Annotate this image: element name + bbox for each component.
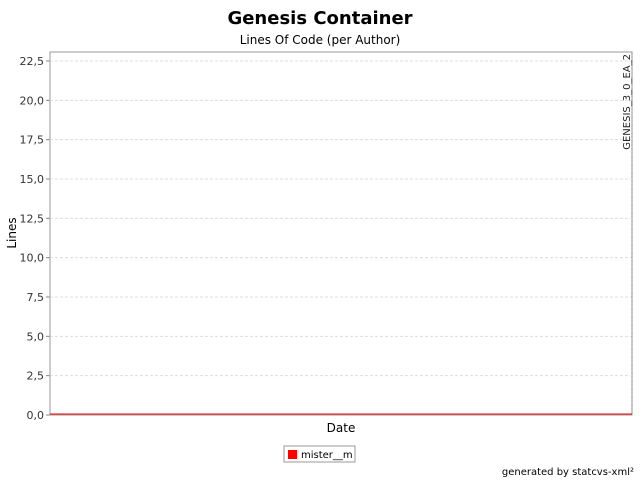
y-tick-label: 22,5 [20,55,45,68]
chart-title: Genesis Container [227,8,412,29]
legend-box [283,445,356,463]
legend-label-mister-m: mister__m [301,450,353,461]
y-axis-ticks: 0,0 2,5 5,0 7,5 10,0 12,5 15,0 17,5 20,0 22,5 [20,55,50,422]
plot-area [49,51,633,416]
marker-label-genesis: GENESIS_3_0_EA_2 [622,54,633,150]
y-tick-label: 7,5 [27,291,45,304]
y-tick-label: 20,0 [20,94,45,107]
footer-generated-by: generated by statcvs-xml² [502,467,634,478]
grid-lines [50,60,632,377]
chart-subtitle: Lines Of Code (per Author) [240,33,401,47]
y-tick-label: 15,0 [20,173,45,186]
y-tick-label: 10,0 [20,252,45,265]
y-tick-label: 0,0 [27,409,45,422]
y-tick-label: 17,5 [20,134,45,147]
legend: mister__m [283,445,356,463]
y-tick-label: 5,0 [27,330,45,343]
legend-swatch-mister-m [288,450,297,459]
x-axis-label: Date [327,421,356,435]
y-tick-label: 12,5 [20,212,45,225]
y-axis-label: Lines [5,217,19,248]
y-tick-label: 2,5 [27,370,45,383]
